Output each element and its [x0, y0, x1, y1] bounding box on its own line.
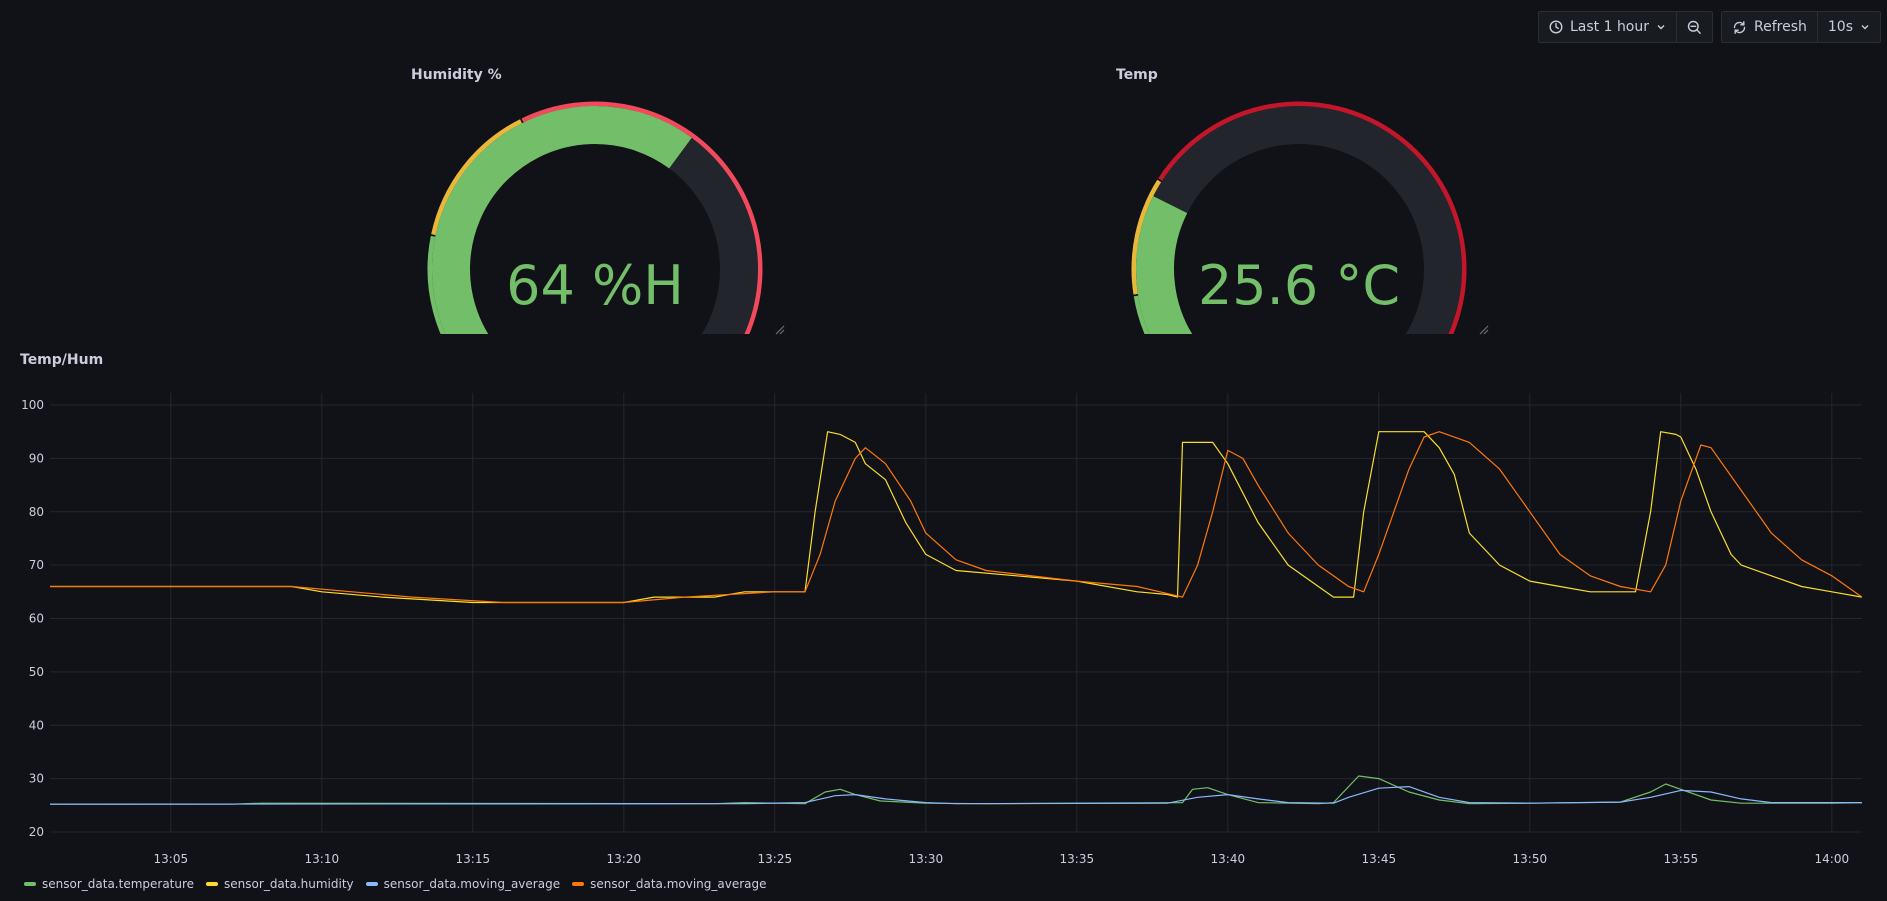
x-tick-label: 14:00	[1815, 852, 1850, 865]
legend-swatch	[206, 882, 219, 886]
refresh-interval-picker[interactable]: 10s	[1816, 12, 1880, 42]
legend-swatch	[365, 882, 378, 886]
legend-item[interactable]: sensor_data.moving_average	[365, 877, 561, 891]
y-tick-label: 100	[21, 398, 44, 412]
timeseries-chart[interactable]: 20 30 40 50 60 70 80 90 100 13:05 13:10 13:15 13:20 1…	[0, 375, 1887, 865]
refresh-button[interactable]: Refresh	[1722, 12, 1817, 42]
temp-panel-title[interactable]: Temp	[1116, 67, 1158, 83]
x-tick-label: 13:30	[909, 852, 944, 865]
humidity-gauge: 64 %H	[420, 94, 770, 377]
legend-swatch	[572, 882, 585, 886]
y-tick-label: 70	[29, 558, 44, 572]
x-tick-label: 13:25	[758, 852, 793, 865]
series-line-3[interactable]	[50, 431, 1863, 604]
series-line-2[interactable]	[49, 786, 1862, 805]
time-range-label: Last 1 hour	[1569, 19, 1650, 35]
zoom-out-icon	[1687, 20, 1702, 35]
y-tick-label: 40	[29, 718, 44, 732]
x-tick-label: 13:10	[305, 852, 340, 865]
temp-gauge: 25.6 °C	[1124, 94, 1474, 377]
chart-legend: sensor_data.temperature sensor_data.humid…	[24, 877, 767, 891]
legend-swatch	[24, 882, 36, 886]
x-tick-label: 13:20	[607, 852, 642, 865]
legend-item[interactable]: sensor_data.humidity	[206, 877, 354, 891]
resize-handle-icon[interactable]	[775, 325, 785, 335]
clock-icon	[1549, 20, 1563, 34]
chart-grid	[50, 393, 1862, 833]
y-tick-label: 20	[29, 825, 44, 839]
x-tick-label: 13:15	[456, 852, 491, 865]
y-tick-label: 60	[29, 612, 44, 626]
y-tick-label: 50	[29, 665, 44, 679]
refresh-label: Refresh	[1754, 19, 1807, 35]
refresh-group: Refresh 10s	[1721, 11, 1881, 43]
refresh-icon	[1732, 20, 1747, 35]
gauge-value-arc	[432, 106, 692, 374]
timeseries-panel-title[interactable]: Temp/Hum	[20, 352, 104, 368]
chevron-down-icon	[1656, 22, 1666, 32]
legend-item[interactable]: sensor_data.temperature	[24, 877, 194, 891]
legend-label: sensor_data.moving_average	[383, 877, 561, 891]
gauge-threshold-band	[431, 119, 523, 236]
legend-label: sensor_data.humidity	[224, 877, 354, 891]
humidity-gauge-value: 64 %H	[506, 254, 684, 317]
resize-handle-icon[interactable]	[1479, 325, 1489, 335]
gauge-threshold-band	[521, 101, 763, 377]
gauge-threshold-band	[1131, 179, 1162, 295]
humidity-panel-title[interactable]: Humidity %	[411, 67, 502, 83]
x-tick-label: 13:45	[1362, 852, 1397, 865]
humidity-gauge-arc	[427, 101, 763, 377]
gauge-threshold-band	[1158, 101, 1467, 377]
x-tick-label: 13:05	[154, 852, 189, 865]
time-range-picker[interactable]: Last 1 hour	[1539, 12, 1676, 42]
y-tick-label: 30	[29, 772, 44, 786]
time-range-group: Last 1 hour	[1537, 11, 1714, 43]
chevron-down-icon	[1860, 22, 1870, 32]
refresh-interval-label: 10s	[1827, 19, 1853, 35]
legend-label: sensor_data.moving_average	[590, 877, 767, 891]
x-tick-label: 13:40	[1211, 852, 1246, 865]
y-tick-label: 90	[29, 451, 44, 465]
x-tick-label: 13:35	[1060, 852, 1095, 865]
temp-gauge-value: 25.6 °C	[1197, 254, 1401, 317]
dashboard-toolbar: Last 1 hour Refresh 10s	[1537, 11, 1881, 43]
zoom-out-button[interactable]	[1676, 12, 1712, 42]
x-tick-label: 13:55	[1664, 852, 1699, 865]
y-tick-label: 80	[29, 505, 44, 519]
legend-item[interactable]: sensor_data.moving_average	[572, 877, 767, 891]
legend-label: sensor_data.temperature	[42, 877, 195, 891]
x-tick-label: 13:50	[1513, 852, 1548, 865]
